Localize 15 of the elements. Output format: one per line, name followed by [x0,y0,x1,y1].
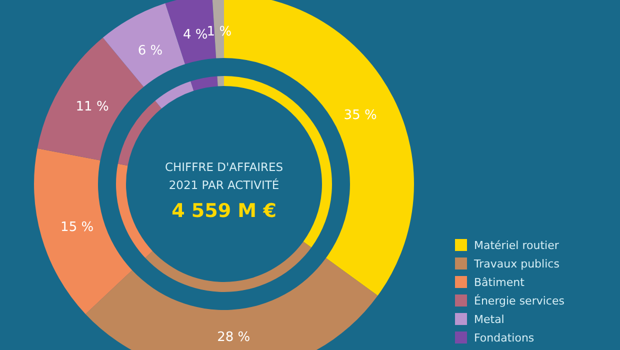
legend-label: Énergie services [474,293,565,308]
text: 4 559 M € [172,200,276,222]
legend-label: Bâtiment [474,276,526,289]
text: 4 % [182,27,208,42]
text: 28 % [217,330,250,346]
legend-label: Fondations [474,331,534,344]
legend-label: Metal [474,312,504,326]
text: 2021 PAR ACTIVITÉ [168,178,280,192]
legend-label: Matériel routier [474,238,560,252]
legend-label: Travaux publics [473,257,560,270]
text: 11 % [76,100,109,115]
text: 35 % [344,108,377,124]
text: CHIFFRE D'AFFAIRES [164,160,284,174]
text: 15 % [60,220,94,236]
text: 6 % [138,43,163,58]
